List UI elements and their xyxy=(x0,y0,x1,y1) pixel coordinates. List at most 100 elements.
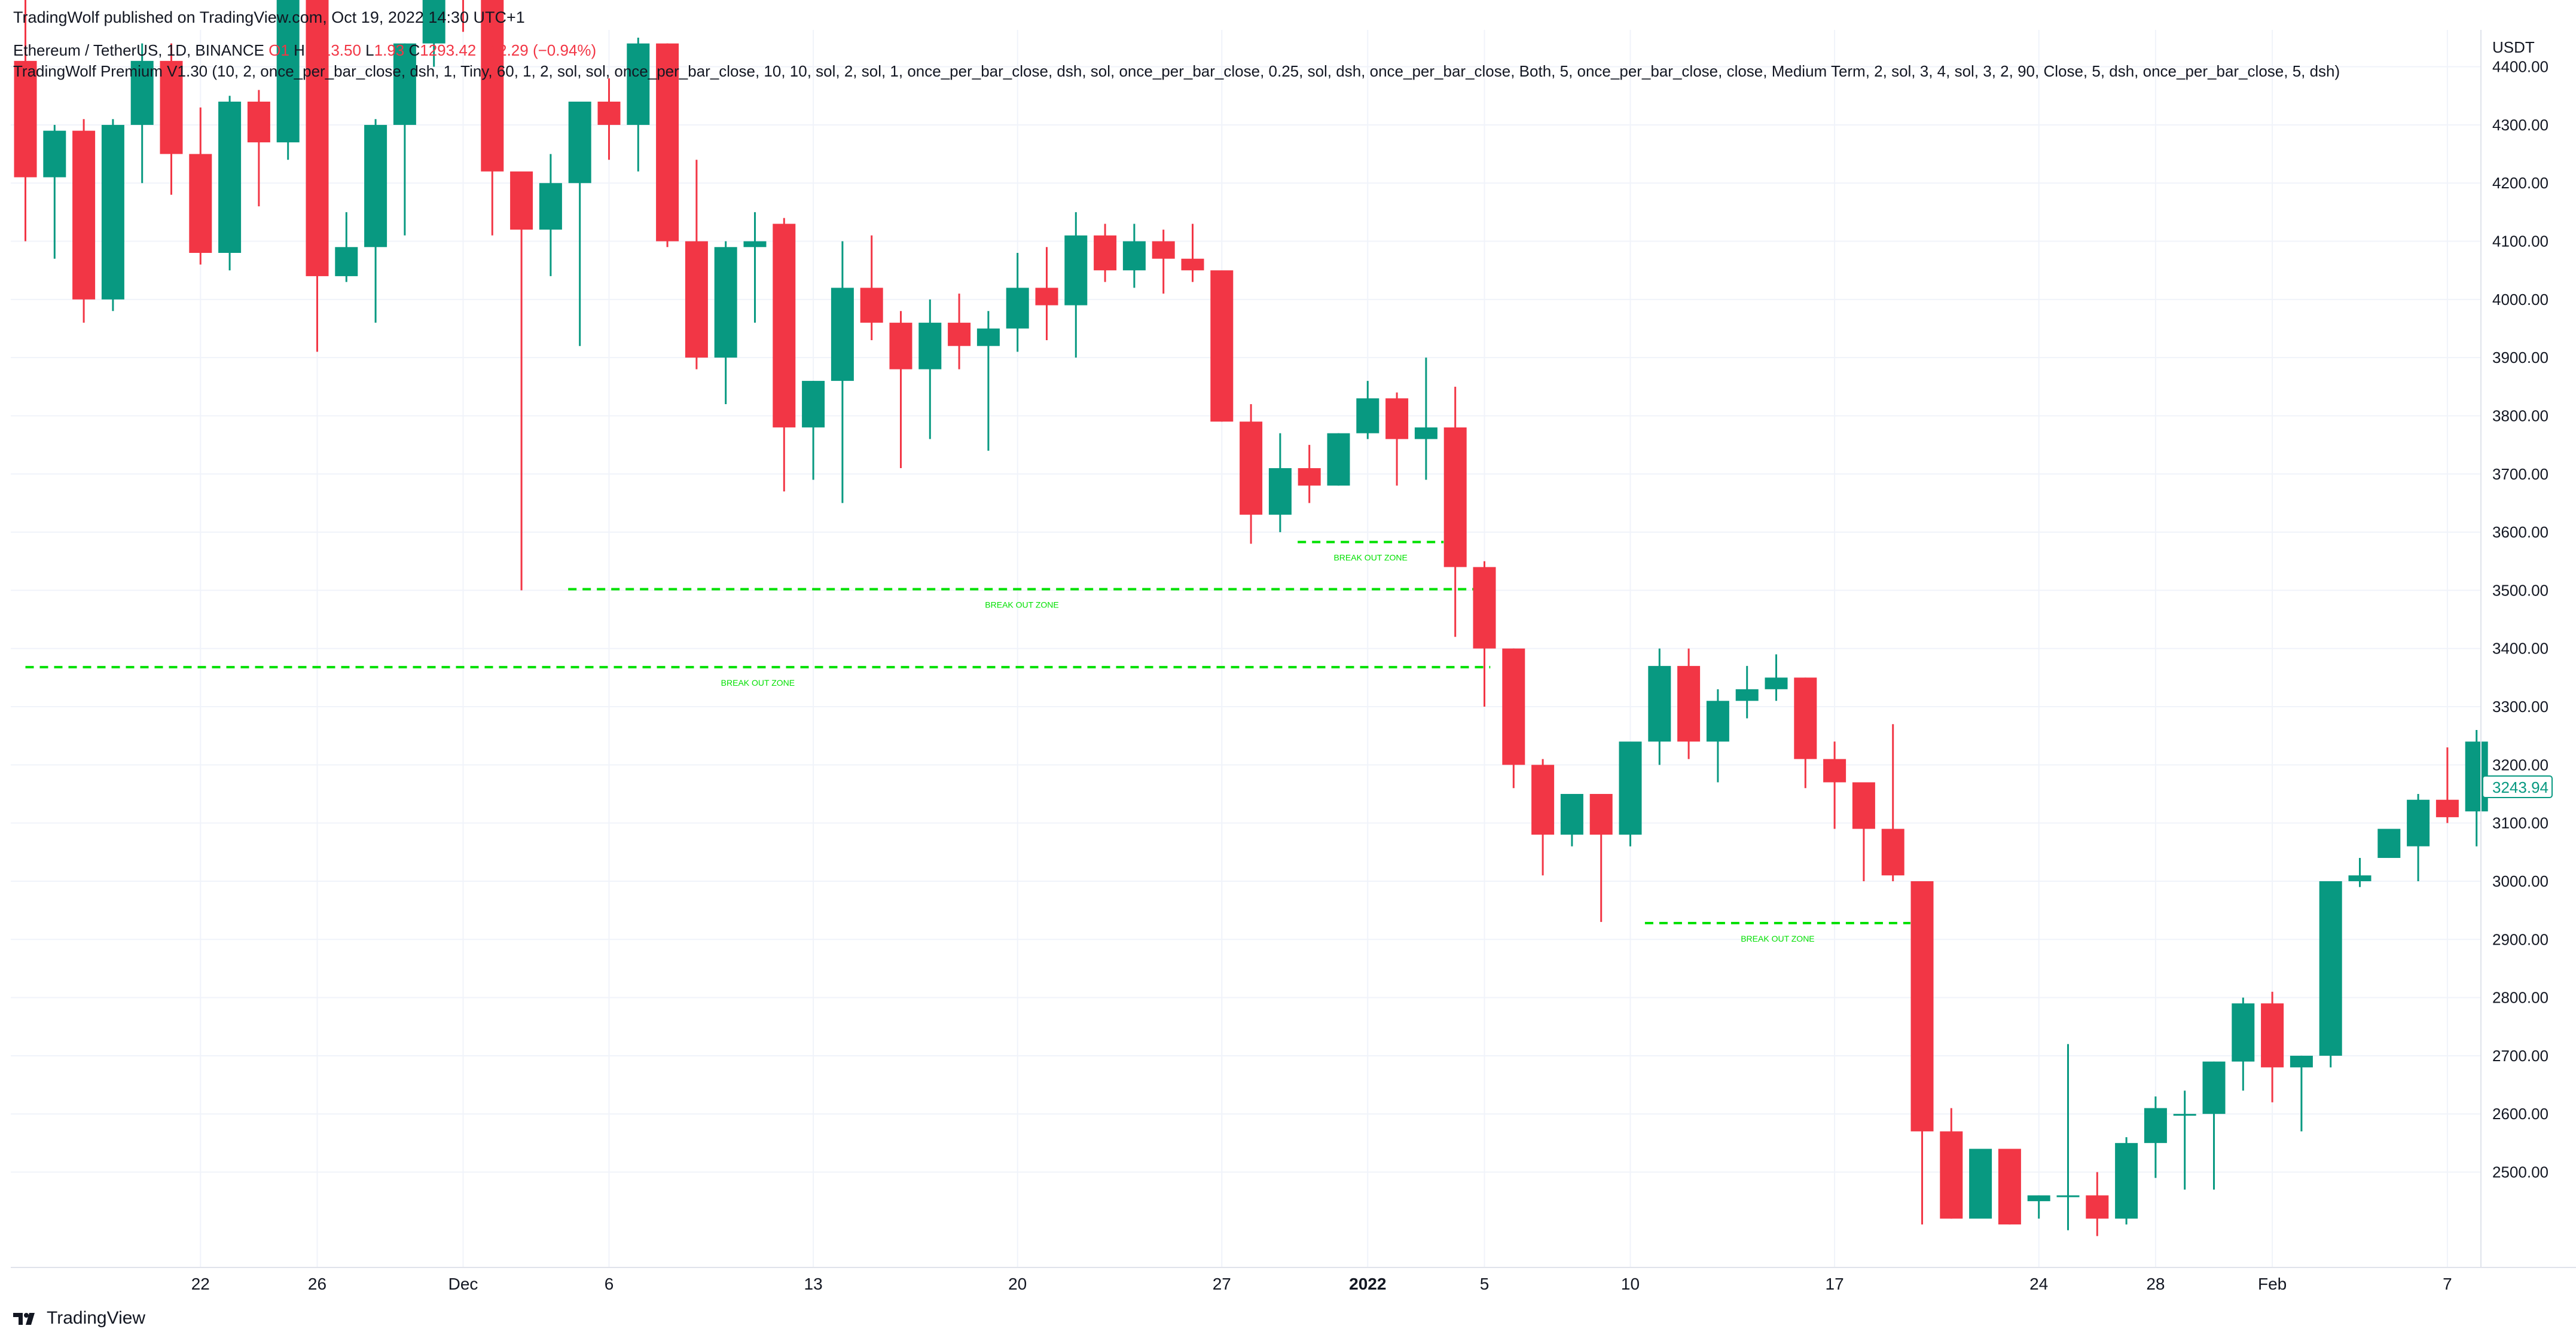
candle[interactable] xyxy=(306,0,329,352)
candle[interactable] xyxy=(452,0,475,32)
tradingview-logo[interactable]: TradingView xyxy=(13,1308,145,1328)
candle[interactable] xyxy=(2377,829,2401,859)
candle[interactable] xyxy=(276,0,300,160)
candle[interactable] xyxy=(1414,358,1437,480)
candle[interactable] xyxy=(802,381,825,480)
candle[interactable] xyxy=(2435,747,2459,823)
candle[interactable] xyxy=(1823,741,1846,829)
candle-body xyxy=(2319,881,2342,1056)
candle[interactable] xyxy=(2202,1061,2226,1190)
candle[interactable] xyxy=(2261,991,2284,1102)
candle[interactable] xyxy=(1794,677,1817,789)
candle-body xyxy=(218,101,242,253)
candle[interactable] xyxy=(1268,433,1292,533)
candle[interactable] xyxy=(1152,230,1175,294)
candle[interactable] xyxy=(1035,247,1058,340)
candle[interactable] xyxy=(568,101,591,346)
candle[interactable] xyxy=(2115,1137,2138,1225)
candle[interactable] xyxy=(1210,270,1234,422)
candle[interactable] xyxy=(1181,224,1204,282)
symbol-legend[interactable]: Ethereum / TetherUS, 1D, BINANCE O1 H131… xyxy=(13,41,596,60)
candle[interactable] xyxy=(1473,561,1496,707)
candle[interactable] xyxy=(1240,404,1263,544)
candle[interactable] xyxy=(1385,392,1409,486)
candle[interactable] xyxy=(189,107,212,265)
candle[interactable] xyxy=(1940,1108,1963,1219)
candle[interactable] xyxy=(831,241,854,503)
candle[interactable] xyxy=(130,43,154,184)
candle[interactable] xyxy=(160,43,183,195)
candle[interactable] xyxy=(918,299,942,439)
candle[interactable] xyxy=(627,37,650,172)
candle[interactable] xyxy=(510,171,533,591)
price-axis[interactable]: 4400.00 4300.00 4200.00 4100.00 4000.00 3900.… xyxy=(2492,58,2548,1181)
candle[interactable] xyxy=(218,96,242,271)
candle[interactable] xyxy=(422,0,445,67)
candle[interactable] xyxy=(101,119,124,311)
candle[interactable] xyxy=(2027,1195,2050,1219)
candle[interactable] xyxy=(976,311,1000,451)
candle[interactable] xyxy=(1969,1148,1992,1219)
candle[interactable] xyxy=(860,235,883,340)
candle[interactable] xyxy=(14,0,37,242)
candle[interactable] xyxy=(1298,445,1321,503)
candle[interactable] xyxy=(2348,858,2371,887)
tradingview-logo-icon xyxy=(13,1313,35,1325)
candle[interactable] xyxy=(481,0,504,236)
candle[interactable] xyxy=(1881,724,1904,881)
candle[interactable] xyxy=(2319,881,2342,1068)
indicator-legend[interactable]: TradingWolf Premium V1.30 (10, 2, once_p… xyxy=(13,62,2340,80)
candle[interactable] xyxy=(714,241,737,405)
candle[interactable] xyxy=(773,218,796,491)
candle[interactable] xyxy=(1356,381,1379,439)
candle[interactable] xyxy=(2232,997,2255,1091)
candle[interactable] xyxy=(1094,224,1117,282)
candle[interactable] xyxy=(597,78,621,160)
candle[interactable] xyxy=(72,119,96,323)
candle[interactable] xyxy=(889,311,912,469)
candle[interactable] xyxy=(1765,654,1788,701)
candle[interactable] xyxy=(743,212,767,323)
time-tick-label: 6 xyxy=(605,1275,614,1293)
candle[interactable] xyxy=(539,154,562,276)
candle-body xyxy=(160,60,183,154)
candle[interactable] xyxy=(1064,212,1088,358)
candle[interactable] xyxy=(1502,648,1525,789)
candle[interactable] xyxy=(1589,793,1613,922)
candles[interactable] xyxy=(14,0,2488,1236)
candle[interactable] xyxy=(1327,433,1350,486)
candle-body xyxy=(1881,829,1904,876)
candle[interactable] xyxy=(1852,782,1875,881)
candle[interactable] xyxy=(948,294,971,369)
candle[interactable] xyxy=(1122,224,1146,288)
candle[interactable] xyxy=(685,160,708,369)
candle[interactable] xyxy=(1706,689,1729,783)
candle[interactable] xyxy=(1677,648,1701,759)
candle[interactable] xyxy=(1443,386,1467,637)
candle[interactable] xyxy=(1619,741,1642,847)
candle[interactable] xyxy=(2086,1172,2109,1236)
candle[interactable] xyxy=(1531,759,1555,876)
candle[interactable] xyxy=(2056,1044,2080,1230)
candle[interactable] xyxy=(1648,648,1671,765)
candle[interactable] xyxy=(656,43,679,248)
candle[interactable] xyxy=(1006,253,1029,352)
candle[interactable] xyxy=(1998,1148,2021,1225)
candle[interactable] xyxy=(2173,1090,2196,1190)
candle-body xyxy=(2173,1114,2196,1116)
price-tick-label: 3000.00 xyxy=(2492,872,2548,890)
candle[interactable] xyxy=(364,119,387,323)
candle[interactable] xyxy=(393,43,416,236)
candle[interactable] xyxy=(247,90,270,207)
candle[interactable] xyxy=(2144,1096,2167,1178)
candle[interactable] xyxy=(43,124,66,259)
candle[interactable] xyxy=(335,212,358,282)
candle[interactable] xyxy=(1735,665,1759,719)
candle[interactable] xyxy=(2290,1055,2313,1132)
candle-body xyxy=(1502,648,1525,765)
time-axis[interactable]: 22 26 Dec 6 13 20 27 2022 5 10 17 24 28 Feb 7 xyxy=(191,1275,2452,1293)
candle[interactable] xyxy=(1910,881,1934,1225)
candle[interactable] xyxy=(2407,793,2430,881)
candle[interactable] xyxy=(1560,793,1583,847)
